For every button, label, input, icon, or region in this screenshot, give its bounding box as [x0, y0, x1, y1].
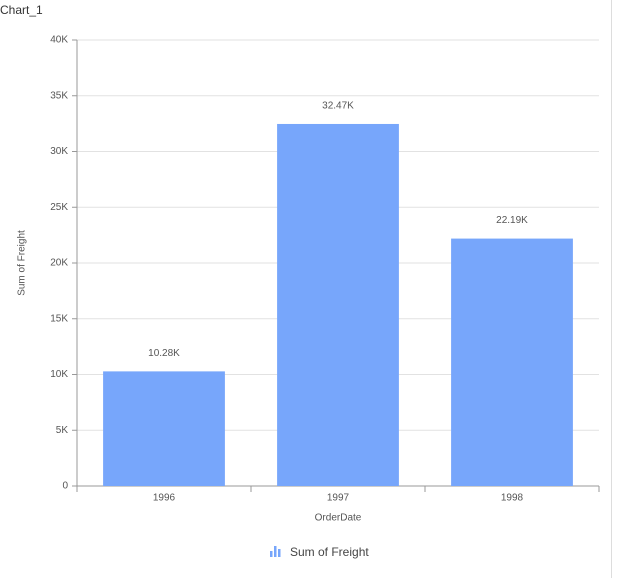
x-tick-label: 1996 — [153, 493, 176, 504]
data-label: 22.19K — [496, 215, 528, 226]
y-tick-label: 40K — [50, 35, 68, 46]
y-tick-label: 35K — [50, 90, 68, 101]
data-label: 10.28K — [148, 348, 180, 359]
y-tick-label: 30K — [50, 146, 68, 157]
x-tick-label: 1998 — [501, 493, 524, 504]
x-tick-label: 1997 — [327, 493, 350, 504]
legend-icon — [270, 551, 273, 557]
y-tick-label: 0 — [62, 481, 68, 492]
legend-icon — [278, 549, 281, 557]
y-axis-title: Sum of Freight — [17, 230, 28, 296]
y-tick-label: 10K — [50, 369, 68, 380]
y-tick-label: 15K — [50, 313, 68, 324]
bar — [277, 123, 399, 486]
y-tick-label: 5K — [56, 425, 69, 436]
y-tick-label: 25K — [50, 202, 68, 213]
x-axis-title: OrderDate — [315, 513, 362, 524]
chart-title: Chart_1 — [0, 3, 43, 17]
y-tick-label: 20K — [50, 258, 68, 269]
legend-icon — [274, 546, 277, 557]
legend-label: Sum of Freight — [290, 545, 369, 559]
bar — [103, 371, 225, 486]
bar — [451, 238, 573, 486]
data-label: 32.47K — [322, 101, 354, 112]
